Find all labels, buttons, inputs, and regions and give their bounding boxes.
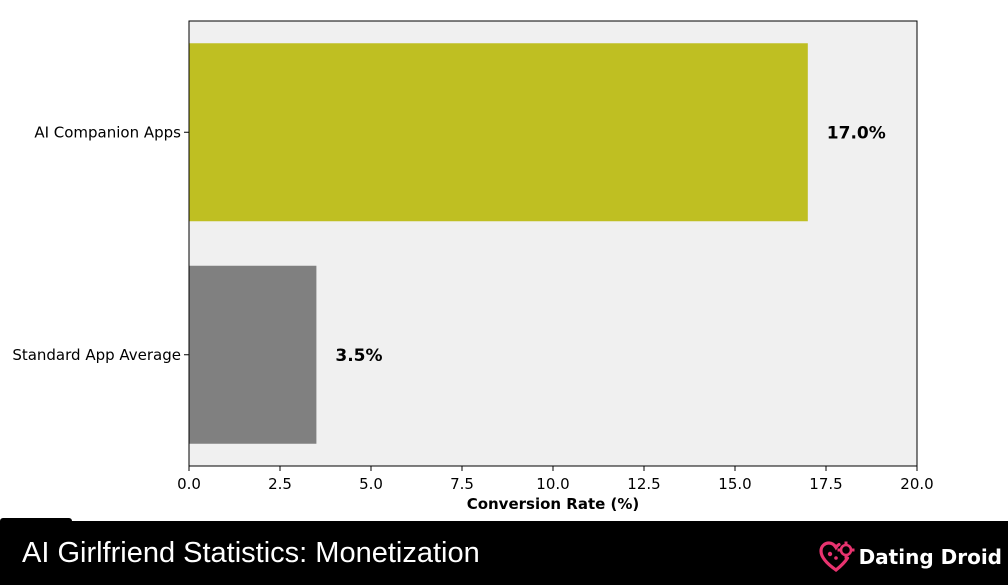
brand-name: Dating Droid (858, 545, 1002, 569)
x-tick-label: 0.0 (177, 475, 201, 493)
x-axis-title: Conversion Rate (%) (467, 495, 640, 513)
x-tick-label: 17.5 (809, 475, 842, 493)
bar-1 (189, 265, 317, 444)
footer-title: AI Girlfriend Statistics: Monetization (22, 537, 480, 569)
y-tick-label: AI Companion Apps (34, 123, 181, 141)
x-tick-label: 15.0 (718, 475, 751, 493)
brand: Dating Droid (818, 541, 1002, 573)
x-tick-label: 7.5 (450, 475, 474, 493)
x-tick-label: 12.5 (627, 475, 660, 493)
bar-0 (189, 43, 808, 222)
bar-chart: 17.0% 3.5% AI Companion Apps Standard App … (12, 20, 934, 513)
heart-gear-icon (818, 541, 855, 572)
x-tick-label: 5.0 (359, 475, 383, 493)
x-tick-label: 10.0 (536, 475, 569, 493)
bar-value-label: 3.5% (335, 346, 382, 366)
x-tick-label: 2.5 (268, 475, 292, 493)
bar-value-label: 17.0% (827, 123, 886, 143)
plot-frame (188, 20, 918, 467)
footer-bar: AI Girlfriend Statistics: Monetization D… (0, 521, 1008, 585)
y-tick-label: Standard App Average (12, 346, 181, 364)
x-tick-label: 20.0 (900, 475, 933, 493)
